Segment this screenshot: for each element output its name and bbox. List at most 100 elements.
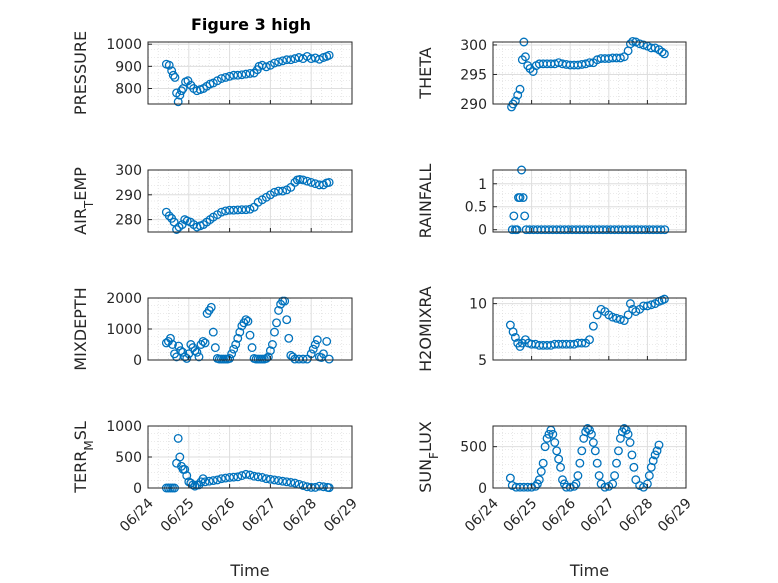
data-point bbox=[615, 314, 625, 324]
data-point bbox=[302, 176, 312, 186]
subplot-mixdepth: 0 1000 2000 MIXDEPTH bbox=[71, 287, 353, 371]
data-point bbox=[231, 340, 241, 349]
data-point bbox=[644, 471, 654, 481]
data-point bbox=[274, 186, 284, 196]
data-point bbox=[520, 211, 530, 221]
data-point bbox=[625, 299, 635, 309]
y-tick-label: 280 bbox=[115, 213, 142, 229]
data-point bbox=[625, 39, 635, 49]
data-point bbox=[164, 60, 174, 70]
data-point bbox=[174, 341, 184, 351]
y-tick-label: 2000 bbox=[106, 291, 142, 307]
y-axis-label: RAINFALL bbox=[416, 164, 435, 239]
x-tick-label: 06/24 bbox=[117, 495, 157, 535]
y-tick-label: 1 bbox=[478, 177, 487, 193]
data-point bbox=[656, 225, 666, 235]
data-point bbox=[642, 301, 652, 311]
data-point bbox=[177, 86, 186, 96]
data-point bbox=[508, 327, 518, 337]
y-tick-label: 0 bbox=[133, 353, 142, 369]
data-point bbox=[577, 446, 587, 456]
data-point bbox=[249, 471, 259, 481]
y-tick-label: 500 bbox=[115, 450, 142, 466]
data-point bbox=[206, 302, 216, 312]
data-point bbox=[552, 446, 562, 456]
data-point bbox=[212, 475, 222, 485]
axes-box bbox=[492, 41, 687, 105]
data-point bbox=[280, 296, 290, 306]
x-tick-label: 06/28 bbox=[616, 496, 656, 536]
data-point bbox=[253, 472, 263, 482]
data-point bbox=[623, 429, 633, 439]
y-tick-label: 295 bbox=[460, 67, 487, 83]
data-point bbox=[241, 315, 251, 325]
data-point bbox=[615, 53, 625, 63]
data-point bbox=[534, 475, 544, 485]
data-point bbox=[180, 464, 190, 474]
x-tick-label: 06/29 bbox=[655, 496, 695, 536]
y-tick-label: 290 bbox=[460, 97, 487, 113]
data-point bbox=[612, 313, 621, 323]
data-point bbox=[659, 294, 669, 304]
data-point bbox=[229, 472, 239, 482]
data-point bbox=[173, 433, 183, 443]
data-point bbox=[550, 438, 560, 447]
data-point bbox=[629, 462, 639, 472]
data-point bbox=[536, 467, 546, 476]
x-tick-label: 06/27 bbox=[578, 496, 618, 536]
data-point bbox=[510, 96, 520, 106]
data-point bbox=[225, 71, 235, 81]
data-point bbox=[590, 446, 600, 456]
y-axis-label: AIRTEMP bbox=[71, 167, 96, 235]
data-point bbox=[286, 477, 296, 487]
x-tick-label: 06/28 bbox=[280, 496, 320, 536]
data-point bbox=[608, 312, 618, 322]
x-tick-label: 06/25 bbox=[501, 496, 541, 536]
figure-title: Figure 3 high bbox=[191, 15, 311, 34]
data-point bbox=[168, 340, 177, 349]
data-point bbox=[515, 84, 525, 94]
data-point bbox=[318, 349, 328, 359]
data-point bbox=[270, 58, 279, 68]
y-tick-label: 300 bbox=[115, 163, 142, 179]
data-point bbox=[290, 478, 300, 488]
data-point bbox=[194, 352, 204, 362]
data-point bbox=[542, 433, 552, 443]
y-tick-label: 1000 bbox=[106, 37, 142, 53]
data-point bbox=[278, 476, 288, 486]
data-point bbox=[298, 175, 308, 185]
data-point bbox=[310, 340, 320, 349]
subplot-air-temp: 280 290 300 AIRTEMP bbox=[71, 163, 353, 235]
data-point bbox=[652, 446, 662, 456]
data-point bbox=[298, 354, 308, 364]
data-point bbox=[324, 177, 334, 187]
data-point bbox=[657, 47, 667, 57]
data-point bbox=[635, 39, 645, 49]
data-point bbox=[243, 316, 253, 326]
y-tick-label: 0 bbox=[478, 223, 487, 239]
axes-box bbox=[492, 297, 687, 361]
data-point bbox=[308, 344, 318, 354]
axes-box bbox=[147, 41, 353, 105]
data-point bbox=[208, 327, 218, 337]
y-tick-label: 0.5 bbox=[465, 200, 487, 216]
data-point bbox=[510, 333, 520, 342]
data-point bbox=[585, 58, 594, 68]
data-point bbox=[221, 72, 230, 82]
y-tick-label: 800 bbox=[115, 82, 142, 98]
y-tick-label: 300 bbox=[460, 38, 487, 54]
data-point bbox=[274, 57, 284, 67]
data-point bbox=[192, 347, 202, 357]
data-point bbox=[284, 333, 294, 343]
data-point bbox=[515, 193, 525, 203]
data-point bbox=[216, 474, 226, 484]
data-point bbox=[558, 475, 567, 485]
x-tick-label: 06/24 bbox=[462, 495, 502, 535]
data-point bbox=[241, 205, 251, 215]
subplot-theta: 290 295 300 THETA bbox=[416, 36, 687, 113]
data-point bbox=[588, 438, 598, 447]
data-point bbox=[513, 90, 523, 100]
data-point bbox=[178, 347, 188, 357]
data-point bbox=[538, 458, 548, 468]
